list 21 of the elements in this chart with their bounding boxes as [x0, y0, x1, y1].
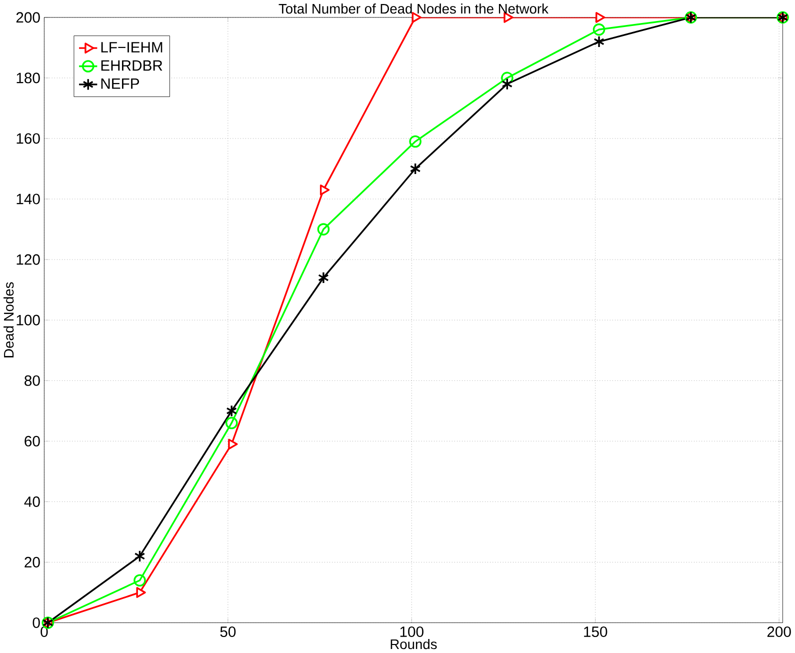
x-tick-label: 50	[220, 626, 236, 638]
legend-label: NEFP	[101, 78, 140, 89]
y-tick-label: 60	[24, 436, 40, 447]
y-tick-label: 0	[32, 618, 40, 628]
y-tick-label: 200	[16, 12, 40, 23]
y-tick-label: 180	[16, 72, 40, 84]
y-tick-label: 40	[24, 496, 40, 508]
y-tick-label: 140	[16, 194, 40, 204]
y-tick-label: 20	[24, 557, 40, 568]
y-tick-label: 80	[24, 375, 40, 386]
y-tick-label: 100	[16, 314, 40, 326]
y-tick-label: 120	[16, 254, 40, 265]
x-tick-label: 150	[584, 626, 608, 638]
y-tick-label: 160	[16, 133, 40, 144]
chart-title: Total Number of Dead Nodes in the Network	[278, 4, 548, 14]
x-tick-label: 200	[767, 626, 791, 638]
legend-label: LF−IEHM	[101, 42, 162, 53]
x-tick-label: 100	[400, 626, 424, 638]
y-axis-title: Dead Nodes	[4, 282, 14, 358]
x-axis-title: Rounds	[390, 639, 437, 650]
legend-label: EHRDBR	[101, 60, 162, 71]
